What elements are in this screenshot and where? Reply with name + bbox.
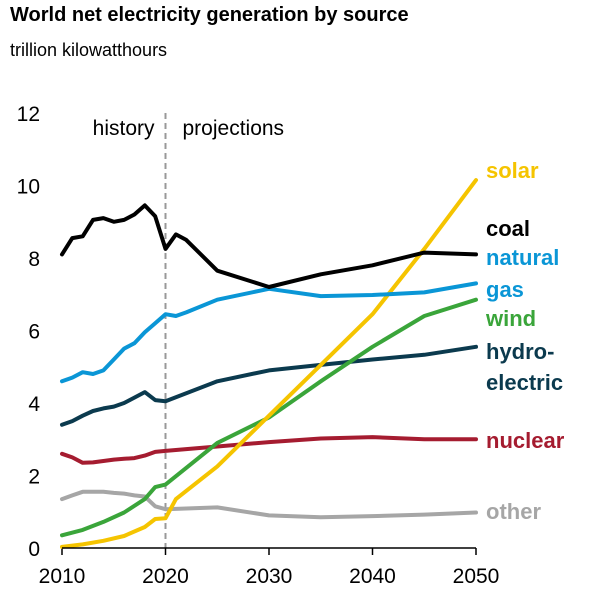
x-tick-label: 2040 bbox=[349, 565, 396, 588]
series-label-other: other bbox=[486, 499, 541, 524]
series-label-coal: coal bbox=[486, 216, 530, 241]
y-tick-label: 10 bbox=[17, 176, 40, 199]
y-tick-label: 12 bbox=[17, 103, 40, 126]
projections-annotation: projections bbox=[183, 117, 285, 140]
x-tick-label: 2020 bbox=[142, 565, 189, 588]
series-label-nuclear: nuclear bbox=[486, 428, 565, 453]
series-label-wind: wind bbox=[485, 306, 536, 331]
chart-subtitle: trillion kilowatthours bbox=[10, 40, 168, 60]
series-label-hydro-electric: electric bbox=[486, 370, 563, 395]
series-line-hydro-electric bbox=[60, 344, 478, 427]
series-label-hydro-electric: hydro- bbox=[486, 339, 554, 364]
series-label-solar: solar bbox=[486, 158, 539, 183]
series-line-nuclear bbox=[60, 435, 478, 465]
series-label-natural-gas: gas bbox=[486, 277, 524, 302]
x-tick-label: 2030 bbox=[246, 565, 293, 588]
chart-title: World net electricity generation by sour… bbox=[10, 4, 409, 26]
x-tick-label: 2010 bbox=[39, 565, 86, 588]
series-line-solar bbox=[60, 178, 478, 549]
series-lines bbox=[60, 178, 478, 549]
history-annotation: history bbox=[93, 117, 155, 140]
y-tick-label: 4 bbox=[28, 393, 40, 416]
y-axis-ticks: 0 2 4 6 8 10 12 bbox=[17, 103, 41, 561]
series-label-natural-gas: natural bbox=[486, 245, 559, 270]
series-line-wind bbox=[60, 297, 478, 538]
y-tick-label: 8 bbox=[28, 248, 40, 271]
series-line-natural-gas bbox=[60, 281, 478, 384]
x-axis-ticks: 2010 2020 2030 2040 2050 bbox=[39, 548, 500, 588]
x-tick-label: 2050 bbox=[453, 565, 500, 588]
series-labels: other nuclear hydro-electric wind solar natur… bbox=[485, 158, 565, 524]
y-tick-label: 6 bbox=[28, 321, 40, 344]
series-line-coal bbox=[60, 203, 478, 289]
y-tick-label: 0 bbox=[28, 538, 40, 561]
y-tick-label: 2 bbox=[28, 466, 40, 489]
